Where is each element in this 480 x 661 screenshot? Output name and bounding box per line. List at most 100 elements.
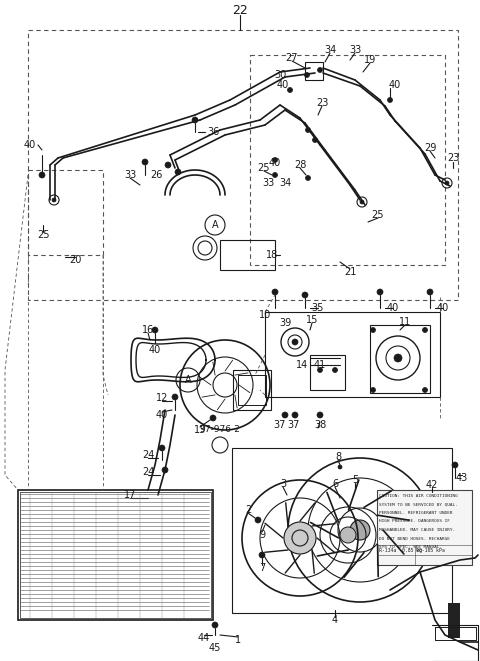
Circle shape xyxy=(422,327,428,332)
Bar xyxy=(448,603,460,638)
Bar xyxy=(238,375,266,405)
Circle shape xyxy=(165,162,171,168)
Text: MISHANDLED. MAY CAUSE INJURY.: MISHANDLED. MAY CAUSE INJURY. xyxy=(379,528,455,532)
Text: 14: 14 xyxy=(296,360,308,370)
Circle shape xyxy=(340,527,356,543)
Bar xyxy=(305,62,323,80)
Text: 15: 15 xyxy=(306,315,318,325)
Bar xyxy=(233,370,271,410)
Circle shape xyxy=(305,176,311,180)
Text: 22: 22 xyxy=(232,3,248,17)
Circle shape xyxy=(172,394,178,400)
Text: PERSONNEL. REFRIGERANT UNDER: PERSONNEL. REFRIGERANT UNDER xyxy=(379,511,453,515)
Text: 35: 35 xyxy=(312,303,324,313)
Circle shape xyxy=(52,198,56,202)
Circle shape xyxy=(162,467,168,473)
Text: 30: 30 xyxy=(274,70,286,80)
Text: SYSTEM TO BE SERVICED BY QUAL.: SYSTEM TO BE SERVICED BY QUAL. xyxy=(379,502,458,506)
Text: 9: 9 xyxy=(259,530,265,540)
Text: 19: 19 xyxy=(364,55,376,65)
Text: 25: 25 xyxy=(37,230,49,240)
Text: 3: 3 xyxy=(280,479,286,489)
Circle shape xyxy=(304,73,310,77)
Text: 97-976-2: 97-976-2 xyxy=(200,426,240,434)
Circle shape xyxy=(302,292,308,298)
Text: CAUTION: THIS AIR CONDITIONING: CAUTION: THIS AIR CONDITIONING xyxy=(379,494,458,498)
Text: 40: 40 xyxy=(269,158,281,168)
Bar xyxy=(232,448,452,613)
Text: R-134a  0.85 kg: R-134a 0.85 kg xyxy=(379,548,422,553)
Bar xyxy=(250,55,445,265)
Bar xyxy=(310,355,345,390)
Circle shape xyxy=(152,327,158,333)
Circle shape xyxy=(317,412,323,418)
Text: 45: 45 xyxy=(209,643,221,653)
Text: 37: 37 xyxy=(287,420,299,430)
Bar xyxy=(18,490,213,620)
Text: 26: 26 xyxy=(150,170,162,180)
Circle shape xyxy=(284,522,316,554)
Bar xyxy=(370,325,430,393)
Text: 12: 12 xyxy=(156,393,168,403)
Circle shape xyxy=(427,289,433,295)
Text: 29: 29 xyxy=(424,143,436,153)
Text: 38: 38 xyxy=(314,420,326,430)
Circle shape xyxy=(142,159,148,165)
Text: 10: 10 xyxy=(259,310,271,320)
Circle shape xyxy=(192,117,198,123)
Circle shape xyxy=(413,508,417,512)
Text: 40: 40 xyxy=(389,80,401,90)
Text: 40: 40 xyxy=(387,303,399,313)
Circle shape xyxy=(212,622,218,628)
Text: 90-105 kPa: 90-105 kPa xyxy=(416,548,445,553)
Text: 23: 23 xyxy=(447,153,459,163)
Text: A: A xyxy=(212,220,218,230)
Circle shape xyxy=(292,412,298,418)
Text: 17: 17 xyxy=(124,490,136,500)
Text: SYS TO SPEC. SEE MANUAL.: SYS TO SPEC. SEE MANUAL. xyxy=(379,545,442,549)
Text: 24: 24 xyxy=(142,450,154,460)
Bar xyxy=(407,500,443,535)
Bar xyxy=(377,490,472,565)
Text: 33: 33 xyxy=(262,178,274,188)
Text: 18: 18 xyxy=(266,250,278,260)
Circle shape xyxy=(338,465,342,469)
Circle shape xyxy=(422,496,428,500)
Text: 39: 39 xyxy=(279,318,291,328)
Circle shape xyxy=(360,200,364,204)
Text: 42: 42 xyxy=(426,480,438,490)
Text: 27: 27 xyxy=(286,53,298,63)
Text: 21: 21 xyxy=(344,267,356,277)
Circle shape xyxy=(452,462,458,468)
Circle shape xyxy=(272,289,278,295)
Circle shape xyxy=(371,387,375,393)
Circle shape xyxy=(422,387,428,393)
Text: 16: 16 xyxy=(142,325,154,335)
Text: 7: 7 xyxy=(259,563,265,573)
Text: 25: 25 xyxy=(258,163,270,173)
Circle shape xyxy=(292,339,298,345)
Text: 4: 4 xyxy=(332,615,338,625)
Circle shape xyxy=(255,517,261,523)
Text: 40: 40 xyxy=(24,140,36,150)
Text: A: A xyxy=(185,375,192,385)
Text: 44: 44 xyxy=(198,633,210,643)
Circle shape xyxy=(259,552,265,558)
Bar xyxy=(220,240,275,270)
Bar xyxy=(28,30,458,300)
Circle shape xyxy=(350,520,370,540)
Text: 2: 2 xyxy=(245,505,251,515)
Text: 11: 11 xyxy=(399,317,411,327)
Circle shape xyxy=(282,412,288,418)
Circle shape xyxy=(210,415,216,421)
Text: 13: 13 xyxy=(194,425,206,435)
Circle shape xyxy=(317,67,323,73)
Text: 25: 25 xyxy=(372,210,384,220)
Text: 40: 40 xyxy=(437,303,449,313)
Circle shape xyxy=(387,98,393,102)
Circle shape xyxy=(333,368,337,373)
Text: 40: 40 xyxy=(149,345,161,355)
Circle shape xyxy=(312,137,317,143)
Text: 36: 36 xyxy=(207,127,219,137)
Text: 34: 34 xyxy=(279,178,291,188)
